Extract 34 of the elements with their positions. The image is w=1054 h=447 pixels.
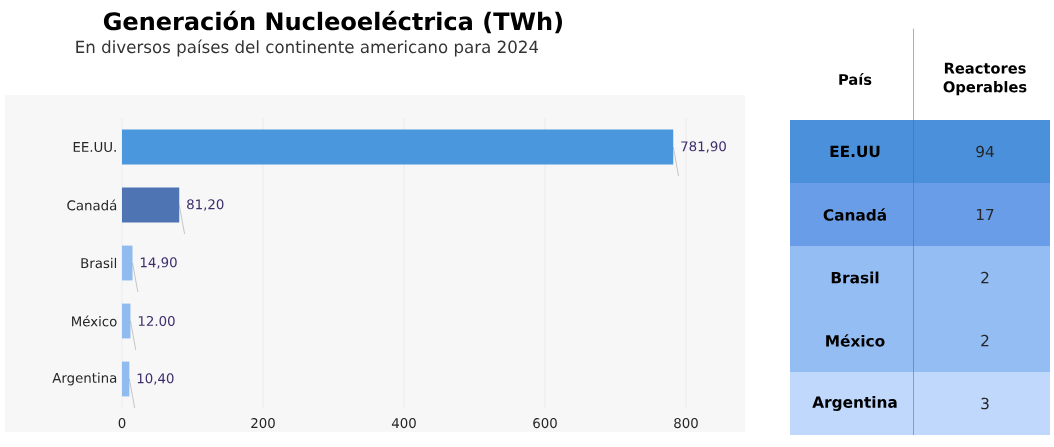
x-tick-label: 600 <box>533 418 557 429</box>
category-label: EE.UU <box>830 145 880 158</box>
chart-subtitle: En diversos países del continente americano para 2024 <box>76 39 539 57</box>
bar <box>122 303 131 339</box>
data-label: 2 <box>981 271 989 284</box>
data-label: 3 <box>981 397 989 410</box>
bar <box>122 187 180 223</box>
data-label: 14,90 <box>140 257 177 269</box>
y-tick-label: México <box>72 315 117 327</box>
data-label: 781,90 <box>681 141 726 153</box>
bar <box>122 245 133 281</box>
text: Reactores Operables <box>943 62 1027 96</box>
y-tick-label: Argentina <box>52 372 117 386</box>
y-tick-label: Canadá <box>67 199 117 211</box>
text: País <box>839 73 872 86</box>
y-tick-label: EE.UU. <box>73 142 116 152</box>
data-label: 2 <box>981 334 989 347</box>
data-label: 17 <box>976 208 994 221</box>
bar <box>122 361 130 397</box>
x-tick-label: 0 <box>118 418 126 429</box>
category-label: Canadá <box>823 208 886 221</box>
x-tick-label: 800 <box>674 418 698 429</box>
data-label: 12.00 <box>138 315 175 327</box>
bar <box>122 129 674 165</box>
category-label: México <box>826 334 885 347</box>
category-label: Brasil <box>831 271 879 284</box>
data-label: 81,20 <box>187 199 224 211</box>
y-tick-label: Brasil <box>81 257 117 269</box>
x-tick-label: 400 <box>391 418 416 429</box>
chart-title: Generación Nucleoeléctrica (TWh) <box>103 10 562 34</box>
x-tick-label: 200 <box>251 418 275 429</box>
data-label: 94 <box>976 145 994 158</box>
data-label: 10,40 <box>137 373 174 385</box>
category-label: Argentina <box>812 396 897 411</box>
